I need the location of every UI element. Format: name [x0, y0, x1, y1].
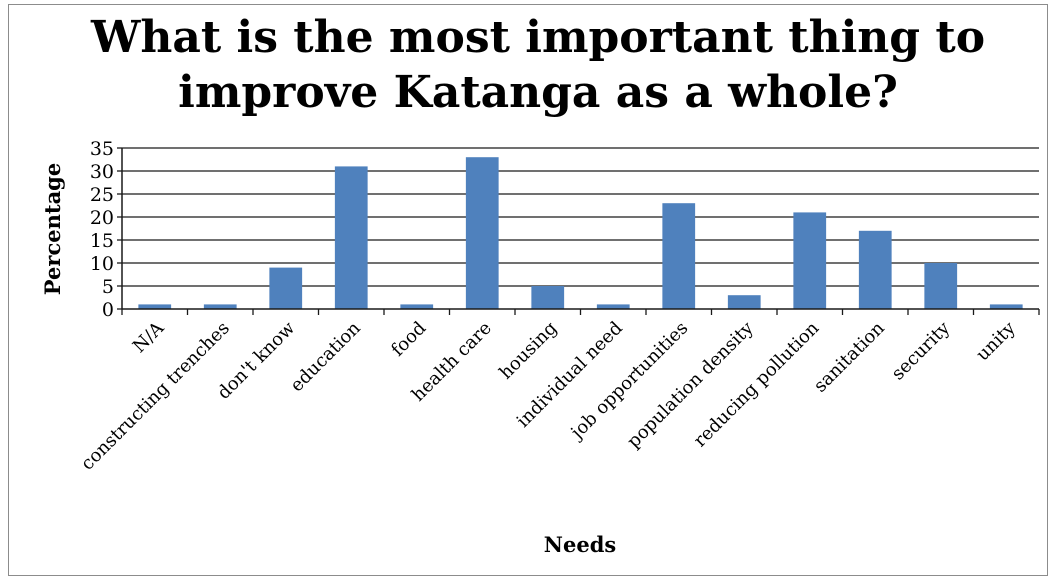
bar [400, 304, 434, 309]
y-tick-label: 35 [90, 138, 114, 160]
x-category-label: reducing pollution [690, 317, 824, 451]
y-tick-label: 0 [102, 299, 114, 321]
x-category-label: population density [623, 317, 758, 452]
bar [269, 267, 303, 309]
bar [793, 212, 827, 309]
chart-title-line-1: What is the most important thing to [90, 12, 985, 63]
y-axis-title: Percentage [40, 163, 65, 295]
x-category-label: sanitation [810, 317, 889, 396]
chart-title: What is the most important thing to impr… [90, 12, 985, 118]
x-category-label: food [387, 318, 430, 361]
bar [203, 304, 237, 309]
bar [858, 230, 892, 309]
x-axis-title: Needs [544, 532, 616, 557]
y-tick-label: 15 [90, 230, 114, 252]
x-category-label: unity [972, 317, 1020, 365]
bar [138, 304, 172, 309]
y-tick-label: 25 [90, 184, 114, 206]
y-tick-label: 10 [90, 253, 114, 275]
x-category-label: security [888, 317, 955, 384]
bar [334, 166, 368, 309]
bar [531, 286, 565, 309]
bar [465, 157, 499, 309]
x-category-label: housing [495, 318, 561, 384]
x-category-label: education [286, 317, 365, 396]
chart-title-line-2: improve Katanga as a whole? [178, 67, 898, 118]
y-tick-label: 20 [90, 207, 114, 229]
y-tick-label: 5 [102, 276, 114, 298]
bar [924, 263, 958, 309]
bar [596, 304, 630, 309]
bars [138, 157, 1023, 309]
bar [989, 304, 1023, 309]
x-category-label: N/A [129, 317, 169, 357]
bar [727, 295, 761, 309]
axes [121, 148, 1040, 315]
y-tick-label: 30 [90, 161, 114, 183]
x-category-label: job opportunities [566, 318, 693, 445]
gridlines [122, 147, 1039, 287]
bar [662, 203, 696, 309]
